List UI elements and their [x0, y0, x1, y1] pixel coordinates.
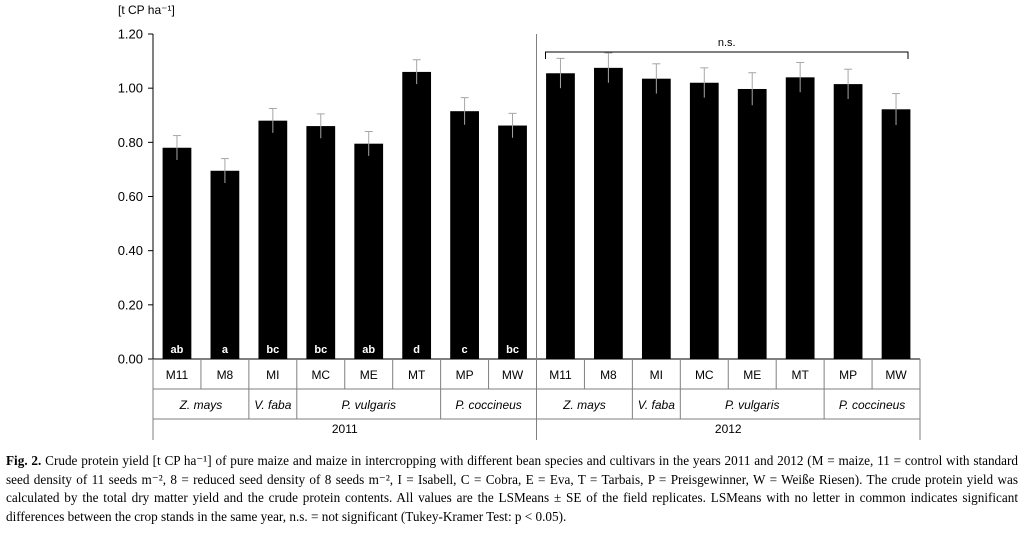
caption-text: Crude protein yield [t CP ha⁻¹] of pure …	[6, 453, 1018, 524]
species-label: P. vulgaris	[341, 398, 395, 412]
x-category-label: MI	[266, 368, 279, 382]
bar	[546, 73, 575, 359]
bar	[210, 170, 240, 359]
bar	[402, 71, 432, 360]
significance-letter: bc	[266, 344, 279, 356]
year-label: 2011	[332, 422, 358, 436]
x-category-label: MT	[791, 368, 809, 382]
bar	[450, 111, 479, 359]
species-label: P. coccineus	[839, 398, 906, 412]
crude-protein-bar-chart: 0.00 0.20 0.40 0.60 0.80 1.00 1.20 [t CP ha⁻¹] a…	[118, 3, 921, 440]
ns-bracket	[545, 51, 909, 59]
year-label: 2012	[715, 422, 742, 436]
bar	[498, 125, 527, 360]
x-category-label: M8	[600, 368, 617, 382]
bar	[785, 77, 815, 359]
x-category-label: MW	[502, 368, 524, 382]
significance-letter: bc	[506, 344, 519, 356]
caption-label: Fig. 2.	[6, 453, 42, 468]
x-category-label: M11	[166, 368, 189, 382]
species-label: Z. mays	[179, 398, 223, 412]
species-label: P. coccineus	[455, 398, 522, 412]
significance-letter: bc	[314, 344, 327, 356]
figure-caption: Fig. 2. Crude protein yield [t CP ha⁻¹] …	[6, 452, 1018, 526]
bar	[641, 78, 671, 359]
x-category-label: MW	[885, 368, 907, 382]
bar	[881, 109, 911, 360]
bar	[162, 147, 192, 359]
y-tick-label: 0.80	[118, 135, 143, 150]
species-label: P. vulgaris	[725, 398, 779, 412]
species-label: Z. mays	[562, 398, 606, 412]
x-category-label: MI	[650, 368, 663, 382]
x-category-label: M11	[549, 368, 572, 382]
y-tick-label: 0.40	[118, 243, 143, 258]
bar	[306, 126, 336, 359]
x-category-label: MC	[695, 368, 714, 382]
x-category-label: M8	[217, 368, 234, 382]
significance-letter: d	[413, 344, 420, 356]
y-tick-label: 0.00	[118, 352, 143, 367]
x-category-label: MT	[408, 368, 426, 382]
y-tick-label: 0.60	[118, 189, 143, 204]
bar	[594, 67, 623, 360]
significance-letter: c	[462, 344, 468, 356]
bar	[737, 88, 767, 360]
x-category-label: MC	[311, 368, 330, 382]
x-category-label: MP	[456, 368, 474, 382]
x-category-label: ME	[743, 368, 761, 382]
significance-letter: ab	[362, 344, 375, 356]
bar	[833, 84, 863, 360]
bar	[354, 143, 384, 359]
significance-letter: a	[222, 344, 229, 356]
x-category-label: MP	[839, 368, 857, 382]
bar	[689, 82, 719, 359]
species-label: V. faba	[254, 398, 291, 412]
y-tick-label: 1.00	[118, 81, 143, 96]
species-label: V. faba	[638, 398, 675, 412]
bar	[258, 120, 288, 360]
significance-letter: ab	[171, 344, 184, 356]
x-category-label: ME	[360, 368, 378, 382]
y-tick-label: 1.20	[118, 27, 143, 42]
y-axis-unit-label: [t CP ha⁻¹]	[118, 3, 175, 17]
ns-annotation: n.s.	[718, 37, 736, 49]
y-tick-label: 0.20	[118, 297, 143, 312]
